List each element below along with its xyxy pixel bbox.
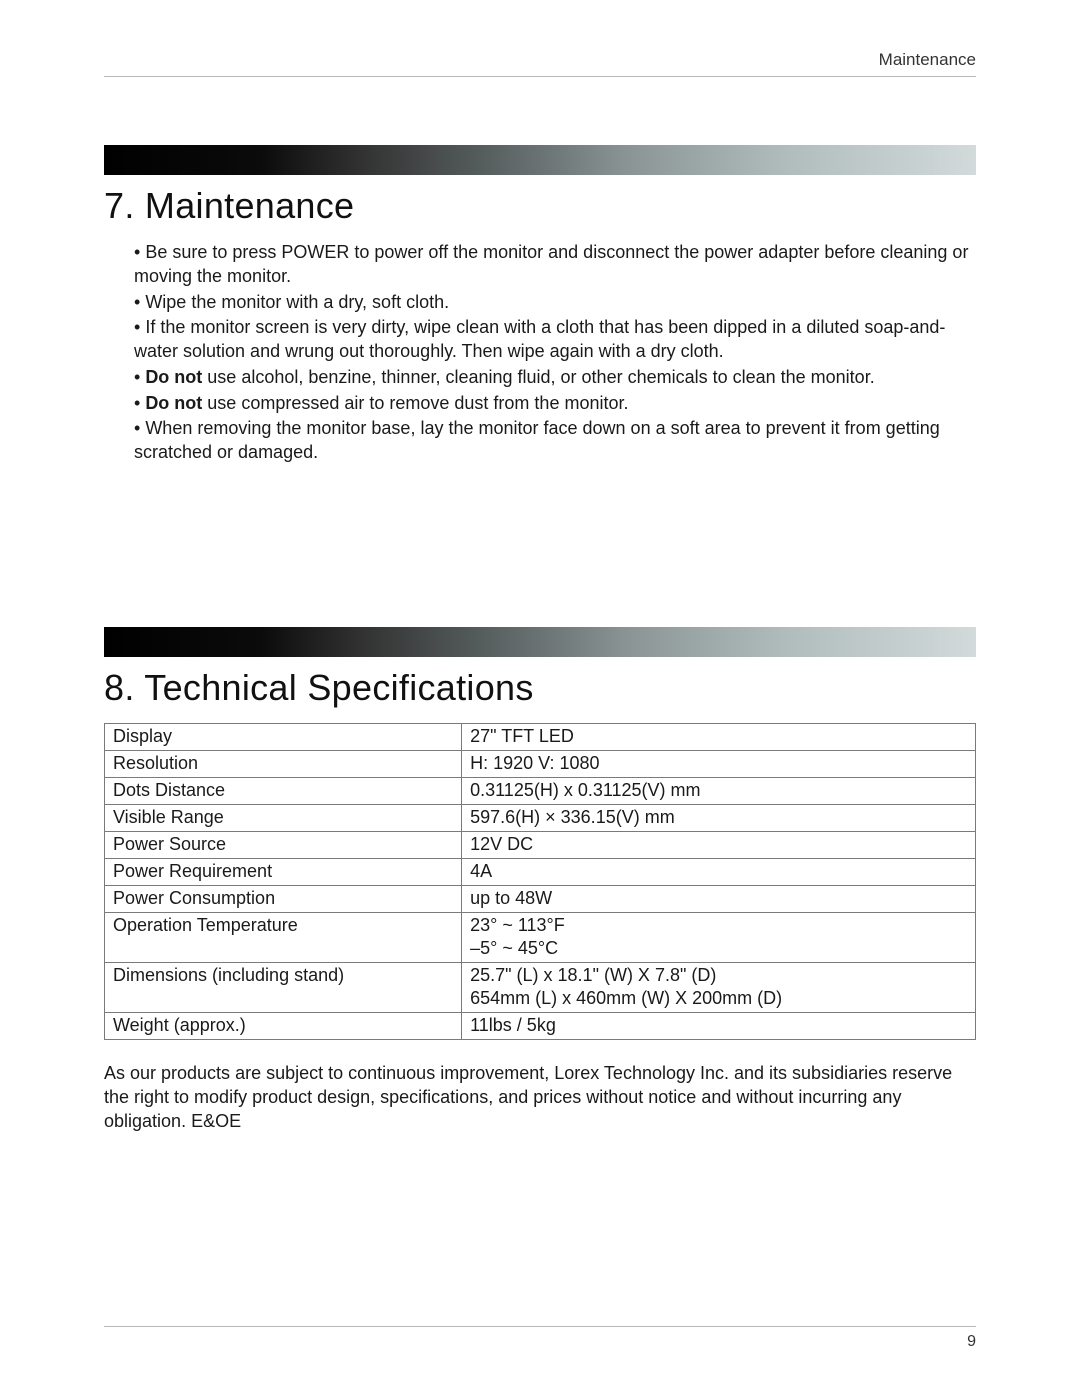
footer: 9	[104, 1326, 976, 1351]
spec-label: Power Requirement	[105, 858, 462, 885]
bullet-dot-icon: •	[134, 242, 145, 262]
spec-value: 0.31125(H) x 0.31125(V) mm	[462, 777, 976, 804]
bullet-text: If the monitor screen is very dirty, wip…	[134, 317, 945, 361]
spec-label: Display	[105, 723, 462, 750]
bullet-item: • Do not use compressed air to remove du…	[134, 392, 976, 416]
bullet-text: Be sure to press POWER to power off the …	[134, 242, 968, 286]
specs-note: As our products are subject to continuou…	[104, 1062, 976, 1133]
spec-label: Weight (approx.)	[105, 1013, 462, 1040]
section-banner-specs	[104, 627, 976, 657]
page: Maintenance 7. Maintenance • Be sure to …	[0, 0, 1080, 1397]
footer-rule	[104, 1326, 976, 1327]
table-row: Power Source12V DC	[105, 831, 976, 858]
bullet-item: • If the monitor screen is very dirty, w…	[134, 316, 976, 364]
spec-value: 11lbs / 5kg	[462, 1013, 976, 1040]
spec-value: H: 1920 V: 1080	[462, 750, 976, 777]
spec-label: Dimensions (including stand)	[105, 963, 462, 1013]
spec-value: 4A	[462, 858, 976, 885]
bullet-bold: Do not	[145, 367, 202, 387]
table-row: ResolutionH: 1920 V: 1080	[105, 750, 976, 777]
bullet-item: • Be sure to press POWER to power off th…	[134, 241, 976, 289]
spec-value: up to 48W	[462, 885, 976, 912]
table-row: Display27" TFT LED	[105, 723, 976, 750]
spec-label: Operation Temperature	[105, 912, 462, 962]
specs-table: Display27" TFT LEDResolutionH: 1920 V: 1…	[104, 723, 976, 1040]
bullet-dot-icon: •	[134, 393, 145, 413]
spec-label: Visible Range	[105, 804, 462, 831]
bullet-text: use compressed air to remove dust from t…	[202, 393, 628, 413]
table-row: Operation Temperature23° ~ 113°F–5° ~ 45…	[105, 912, 976, 962]
bullet-dot-icon: •	[134, 317, 145, 337]
bullet-item: • When removing the monitor base, lay th…	[134, 417, 976, 465]
spec-value: 597.6(H) × 336.15(V) mm	[462, 804, 976, 831]
section-title-specs: 8. Technical Specifications	[104, 667, 976, 709]
table-row: Weight (approx.)11lbs / 5kg	[105, 1013, 976, 1040]
spec-label: Power Source	[105, 831, 462, 858]
table-row: Power Consumptionup to 48W	[105, 885, 976, 912]
bullet-dot-icon: •	[134, 292, 145, 312]
spacer	[104, 77, 976, 145]
table-row: Visible Range597.6(H) × 336.15(V) mm	[105, 804, 976, 831]
spec-value: 23° ~ 113°F–5° ~ 45°C	[462, 912, 976, 962]
spec-value: 27" TFT LED	[462, 723, 976, 750]
spec-label: Resolution	[105, 750, 462, 777]
header-label: Maintenance	[104, 50, 976, 70]
spec-label: Power Consumption	[105, 885, 462, 912]
section-banner-maintenance	[104, 145, 976, 175]
table-row: Dimensions (including stand)25.7" (L) x …	[105, 963, 976, 1013]
spec-label: Dots Distance	[105, 777, 462, 804]
bullet-dot-icon: •	[134, 418, 145, 438]
bullet-bold: Do not	[145, 393, 202, 413]
bullet-item: • Do not use alcohol, benzine, thinner, …	[134, 366, 976, 390]
spec-value: 12V DC	[462, 831, 976, 858]
bullet-text: Wipe the monitor with a dry, soft cloth.	[145, 292, 449, 312]
spec-value: 25.7" (L) x 18.1" (W) X 7.8" (D)654mm (L…	[462, 963, 976, 1013]
section-title-maintenance: 7. Maintenance	[104, 185, 976, 227]
table-row: Power Requirement4A	[105, 858, 976, 885]
bullet-dot-icon: •	[134, 367, 145, 387]
bullet-item: • Wipe the monitor with a dry, soft clot…	[134, 291, 976, 315]
page-number: 9	[104, 1333, 976, 1351]
bullet-text: When removing the monitor base, lay the …	[134, 418, 940, 462]
maintenance-bullets: • Be sure to press POWER to power off th…	[134, 241, 976, 465]
bullet-text: use alcohol, benzine, thinner, cleaning …	[202, 367, 874, 387]
table-row: Dots Distance0.31125(H) x 0.31125(V) mm	[105, 777, 976, 804]
spacer	[104, 467, 976, 627]
